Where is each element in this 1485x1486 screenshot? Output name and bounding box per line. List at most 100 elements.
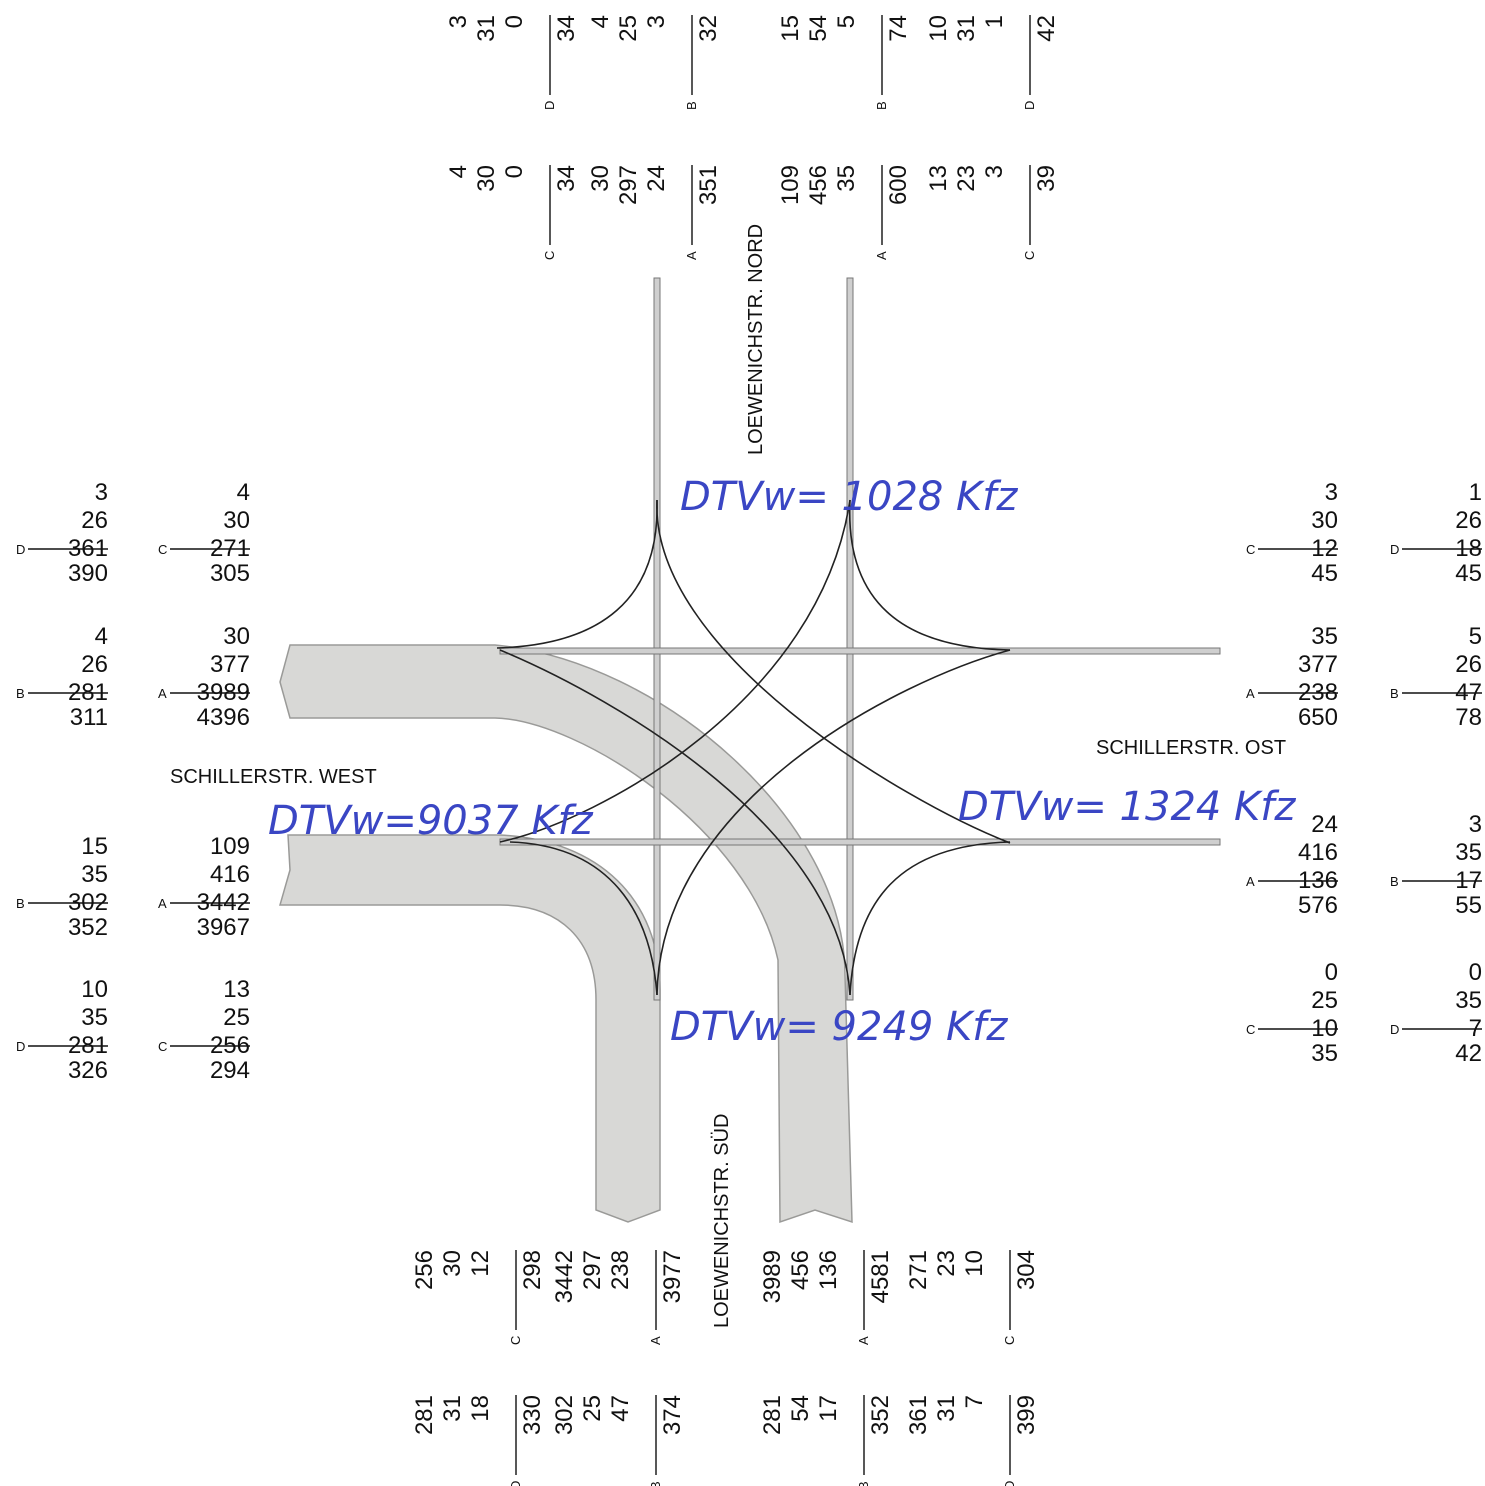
count-key: B [684,101,699,110]
flow-band-west-south-inner [279,834,661,1223]
count-value: 10 [925,15,952,42]
count-total: 294 [210,1057,250,1084]
count-key: C [508,1336,523,1345]
count-value: 3 [643,15,670,28]
count-value: 0 [1469,959,1482,986]
count-total: 600 [885,165,912,205]
count-block-north-0: 3 31 0 D 34 [445,15,580,110]
count-value: 256 [411,1250,438,1290]
count-key: A [1246,874,1255,889]
count-block-north-6: 109 456 35 A 600 [777,165,912,260]
count-value: 109 [777,165,804,205]
count-value: 30 [1311,507,1338,534]
count-value: 31 [439,1395,466,1422]
count-value: 271 [905,1250,932,1290]
count-value: 26 [1455,507,1482,534]
count-value: 35 [833,165,860,192]
count-value: 30 [223,507,250,534]
count-value: 3 [1325,479,1338,506]
count-value: 54 [787,1395,814,1422]
count-total: 78 [1455,704,1482,731]
count-value: 15 [81,833,108,860]
count-value: 297 [579,1250,606,1290]
count-key: C [1022,251,1037,260]
street-label-south: LOEWENICHSTR. SÜD [711,1114,733,1328]
count-key: D [508,1481,523,1486]
count-value: 3 [981,165,1008,178]
count-block-south-7: 361 31 7 D 399 [905,1395,1040,1486]
count-key: B [16,686,25,701]
count-key: D [16,542,25,557]
count-value: 456 [805,165,832,205]
count-key: D [1390,1022,1399,1037]
count-total: 399 [1013,1395,1040,1435]
count-value: 18 [467,1395,494,1422]
count-value: 377 [210,651,250,678]
count-total: 326 [68,1057,108,1084]
count-value: 25 [579,1395,606,1422]
count-value: 3 [445,15,472,28]
count-value: 10 [81,976,108,1003]
count-total: 34 [553,15,580,42]
count-key: B [16,896,25,911]
count-block-north-3: 10 31 1 D 42 [925,15,1060,110]
count-total: 576 [1298,892,1338,919]
count-total: 351 [695,165,722,205]
count-key: D [1002,1481,1017,1486]
count-value: 377 [1298,651,1338,678]
count-value: 24 [643,165,670,192]
count-value: 23 [953,165,980,192]
count-value: 281 [411,1395,438,1435]
count-value: 25 [223,1004,250,1031]
count-total: 45 [1455,560,1482,587]
count-key: D [1022,101,1037,110]
annotation-north: DTVw= 1028 Kfz [680,474,1018,520]
count-value: 26 [81,651,108,678]
count-value: 35 [1455,839,1482,866]
count-key: B [648,1481,663,1486]
count-block-north-1: 4 25 3 B 32 [587,15,722,110]
count-total: 74 [885,15,912,42]
count-key: C [1002,1336,1017,1345]
count-value: 361 [905,1395,932,1435]
count-value: 13 [925,165,952,192]
count-block-north-5: 30 297 24 A 351 [587,165,722,260]
count-value: 54 [805,15,832,42]
count-value: 136 [815,1250,842,1290]
count-value: 3989 [759,1250,786,1303]
count-key: A [874,251,889,260]
count-value: 35 [81,861,108,888]
street-label-west: SCHILLERSTR. WEST [170,766,377,788]
count-value: 24 [1311,811,1338,838]
annotation-west: DTVw=9037 Kfz [268,798,594,844]
count-value: 31 [953,15,980,42]
count-value: 15 [777,15,804,42]
count-value: 31 [473,15,500,42]
count-value: 35 [81,1004,108,1031]
count-value: 25 [615,15,642,42]
count-value: 3 [1469,811,1482,838]
street-label-east: SCHILLERSTR. OST [1096,737,1286,759]
count-total: 298 [519,1250,546,1290]
count-total: 352 [867,1395,894,1435]
count-block-south-2: 3989 456 136 A 4581 [759,1250,894,1345]
annotation-south: DTVw= 9249 Kfz [670,1004,1008,1050]
count-value: 3 [95,479,108,506]
road-east-top-lane [499,647,1221,655]
count-value: 25 [1311,987,1338,1014]
count-key: A [158,896,167,911]
count-block-north-7: 13 23 3 C 39 [925,165,1060,260]
count-value: 297 [615,165,642,205]
count-value: 35 [1311,623,1338,650]
count-total: 55 [1455,892,1482,919]
count-key: C [1246,1022,1255,1037]
count-block-south-0: 256 30 12 C 298 [411,1250,546,1345]
count-key: D [542,101,557,110]
